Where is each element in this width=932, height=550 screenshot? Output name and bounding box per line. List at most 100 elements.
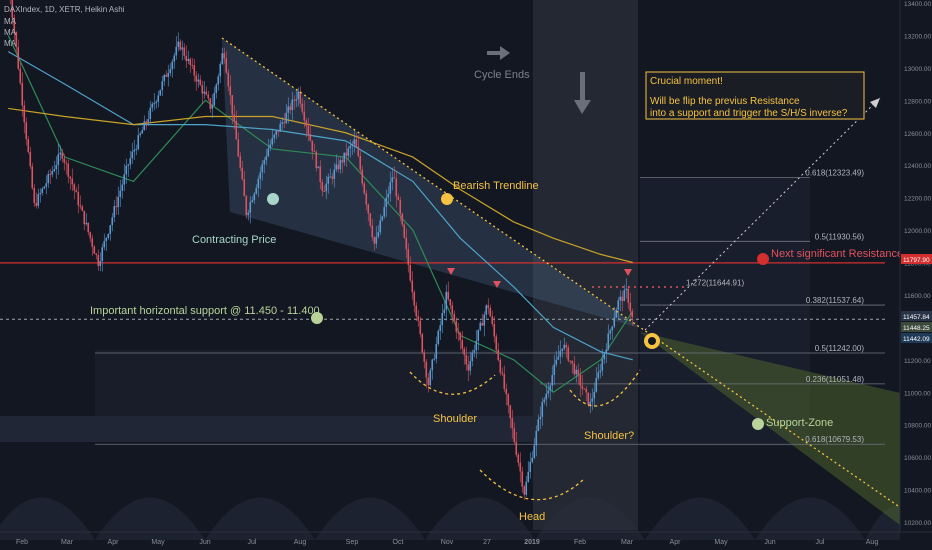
candle-body	[313, 151, 316, 153]
x-tick-label: Jul	[248, 539, 257, 546]
crucial-moment-line1: Will be flip the previus Resistance	[650, 96, 800, 107]
candle-body	[19, 68, 22, 84]
candle-body	[355, 139, 358, 147]
cycle-ends-label: Cycle Ends	[474, 69, 530, 81]
candle-body	[103, 240, 106, 248]
candle-body	[339, 160, 342, 170]
candle-body	[465, 354, 468, 365]
x-tick-label: 2019	[524, 539, 540, 546]
candle-body	[23, 105, 26, 123]
symbol-title: DAXIndex, 1D, XETR, Heikin Ashi	[4, 5, 125, 14]
candle-body	[15, 32, 18, 48]
candle-body	[297, 91, 300, 100]
candle-body	[429, 370, 432, 386]
candle-body	[261, 164, 264, 173]
moving-average-line	[8, 107, 633, 264]
candle-body	[527, 471, 530, 482]
candle-body	[469, 361, 472, 371]
down-arrow-icon	[574, 72, 591, 114]
candle-body	[325, 183, 328, 192]
candle-body	[39, 192, 42, 195]
candle-body	[49, 173, 52, 175]
candle-body	[45, 183, 48, 187]
peak-marker	[447, 268, 455, 275]
candle-body	[163, 74, 166, 82]
candle-body	[319, 166, 322, 183]
candle-body	[185, 55, 188, 61]
x-tick-label: Jul	[816, 539, 825, 546]
support-zone-label: Support-Zone	[766, 417, 833, 429]
candle-body	[139, 133, 142, 136]
candle-body	[557, 356, 560, 360]
candle-body	[445, 291, 448, 310]
cycle-end-column	[533, 0, 638, 530]
candle-body	[285, 112, 288, 124]
candle-body	[177, 41, 180, 47]
candle-body	[451, 305, 454, 314]
candle-body	[435, 343, 438, 359]
candle-body	[441, 312, 444, 326]
candle-body	[171, 61, 174, 70]
price-tag-box	[901, 311, 932, 321]
candle-body	[501, 372, 504, 374]
candle-body	[267, 148, 270, 157]
candle-body	[393, 177, 396, 179]
candle-body	[571, 360, 574, 364]
candle-body	[499, 359, 502, 373]
candle-body	[323, 191, 326, 193]
candle-body	[423, 352, 426, 362]
candle-body	[509, 405, 512, 419]
price-tag-text: 11442.09	[903, 336, 930, 343]
candle-body	[115, 206, 118, 208]
candle-body	[539, 416, 542, 420]
candle-body	[551, 375, 554, 386]
candle-body	[109, 225, 112, 234]
candle-body	[627, 288, 630, 303]
y-tick-label: 11600.00	[904, 293, 931, 300]
candle-body	[207, 94, 210, 99]
x-tick-label: Jun	[764, 539, 775, 546]
candle-body	[295, 99, 298, 101]
x-tick-label: Feb	[574, 539, 586, 546]
candle-body	[399, 199, 402, 214]
candle-body	[321, 182, 324, 192]
candle-body	[187, 58, 190, 61]
indicator-label-3: MA	[4, 39, 17, 48]
candle-body	[65, 162, 68, 164]
crucial-moment-line2: into a support and trigger the S/H/S inv…	[650, 108, 848, 119]
candle-body	[457, 331, 460, 334]
candle-body	[209, 98, 212, 109]
candle-body	[117, 196, 120, 208]
candle-body	[559, 350, 562, 357]
candle-body	[17, 47, 20, 69]
candle-body	[83, 210, 86, 225]
candle-body	[547, 390, 550, 394]
candle-body	[181, 47, 184, 50]
moving-average-line	[7, 35, 634, 393]
candle-body	[309, 134, 312, 141]
candle-body	[481, 322, 484, 326]
y-tick-label: 10600.00	[904, 455, 931, 462]
candle-body	[511, 418, 514, 429]
support-marker	[311, 312, 323, 324]
candle-body	[533, 445, 536, 458]
candle-body	[119, 190, 122, 197]
candle-body	[485, 305, 488, 315]
x-tick-label: 27	[483, 539, 491, 546]
indicator-label-2: MA	[4, 28, 17, 37]
candle-body	[231, 95, 234, 115]
candle-body	[161, 81, 164, 90]
candle-body	[271, 138, 274, 145]
candle-body	[401, 213, 404, 225]
candle-body	[347, 148, 350, 156]
y-tick-label: 10800.00	[904, 423, 931, 430]
bearish-trendline-label: Bearish Trendline	[453, 180, 539, 192]
x-tick-label: Mar	[61, 539, 74, 546]
candle-body	[133, 149, 136, 152]
candle-body	[487, 305, 490, 308]
candle-body	[91, 238, 94, 247]
candle-body	[235, 120, 238, 140]
candle-body	[75, 190, 78, 193]
candle-body	[377, 232, 380, 237]
